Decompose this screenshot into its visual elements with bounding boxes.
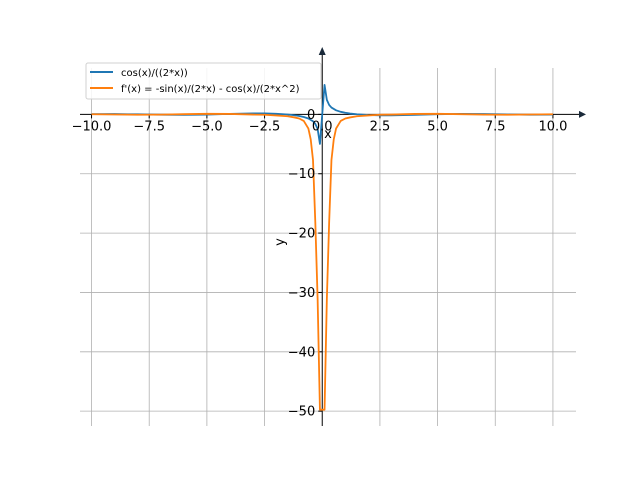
x-tick-label-1: −7.5 [133,119,165,134]
x-tick-label-6: 5.0 [427,119,448,134]
legend-frame [85,62,322,100]
legend: cos(x)/((2*x)) f'(x) = -sin(x)/(2*x) - c… [85,62,322,100]
y-tick-label-5: −50 [288,405,315,420]
x-tick-label-3: −2.5 [249,119,281,134]
x-axis-label: x [324,127,332,142]
y-tick-label-3: −30 [288,286,315,301]
x-tick-label-0: −10.0 [72,119,112,134]
x-tick-label-4: 0.0 [312,119,333,134]
x-tick-label-2: −5.0 [191,119,223,134]
y-tick-label-0: 0 [307,108,315,123]
y-tick-label-1: −10 [288,167,315,182]
x-axis-arrow [579,110,586,118]
y-axis-label: y [273,238,288,246]
plot-lines [91,83,553,411]
y-axis-arrow [318,47,326,55]
y-tick-label-4: −40 [288,345,315,360]
x-tick-label-5: 2.5 [370,119,391,134]
x-tick-label-8: 10.0 [538,119,567,134]
legend-entry-derivative: f'(x) = -sin(x)/(2*x) - cos(x)/(2*x^2) [121,84,300,95]
legend-entry-cos: cos(x)/((2*x)) [121,68,188,79]
x-tick-label-7: 7.5 [485,119,506,134]
series-line-1 [91,112,553,411]
y-tick-label-2: −20 [288,227,315,242]
tick-labels: −10.0 −7.5 −5.0 −2.5 0.0 2.5 5.0 7.5 10.0 0 −10 −20… [72,108,568,420]
